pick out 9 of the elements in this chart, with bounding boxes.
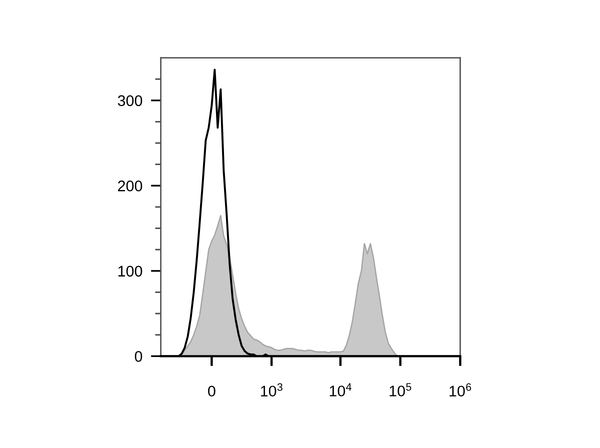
x-tick-label: 0 (208, 386, 216, 397)
x-tick-label: 10$^{6}$ (450, 383, 472, 397)
y-tick-label: 200 (118, 180, 142, 192)
y-tick-label: 100 (118, 266, 142, 277)
x-tick-label: 10$^{4}$ (330, 383, 352, 396)
y-tick-label: 300 (118, 95, 142, 106)
x-tick-label: 10$^{3}$ (260, 383, 282, 397)
y-tick-label: 0 (134, 351, 142, 362)
x-tick-label: 10$^{5}$ (390, 383, 412, 396)
